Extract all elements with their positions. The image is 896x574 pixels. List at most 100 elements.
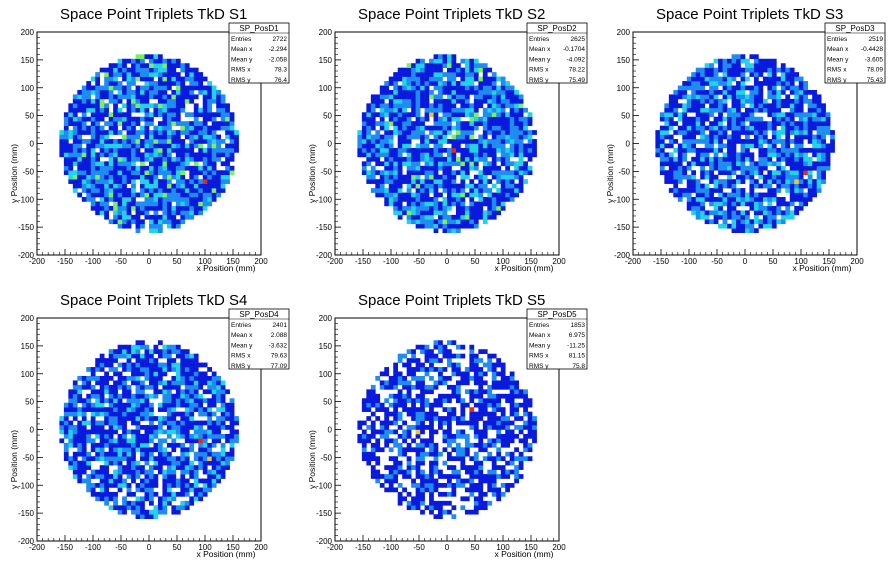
heatmap-cells (59, 54, 239, 233)
heatmap-cell (366, 125, 372, 131)
heatmap-cell (113, 407, 118, 412)
heatmap-cell (184, 407, 190, 412)
heatmap-cell (659, 125, 665, 131)
heatmap-cell (767, 112, 773, 118)
heatmap-cell (104, 188, 109, 193)
heatmap-cell (207, 416, 213, 421)
heatmap-cell (695, 147, 701, 153)
heatmap-cell (789, 81, 795, 86)
heatmap-cell (189, 156, 195, 162)
heatmap-cell (140, 340, 145, 346)
heatmap-cell (438, 76, 443, 82)
heatmap-cell (767, 197, 773, 202)
heatmap-cell (731, 139, 737, 144)
heatmap-cell (366, 389, 372, 395)
heatmap-cell (104, 491, 109, 497)
heatmap-cell (77, 89, 83, 95)
heatmap-cell (451, 219, 457, 225)
heatmap-cell (225, 460, 230, 466)
heatmap-cell (108, 367, 114, 372)
heatmap-cell (673, 156, 679, 162)
y-tick-label: 150 (617, 56, 631, 65)
heatmap-cell (198, 380, 204, 386)
heatmap-cell (429, 223, 434, 229)
heatmap-cell (745, 197, 750, 202)
heatmap-cell (117, 143, 123, 149)
heatmap-cell (135, 474, 141, 479)
heatmap-cell (189, 483, 195, 488)
heatmap-cell (473, 183, 479, 189)
heatmap-cell (771, 188, 777, 193)
heatmap-cell (527, 130, 533, 135)
heatmap-cell (202, 407, 208, 412)
heatmap-cell (220, 103, 226, 109)
heatmap-cell (72, 442, 78, 448)
heatmap-cell (77, 134, 83, 140)
heatmap-cell (415, 460, 421, 466)
heatmap-cell (384, 125, 390, 131)
heatmap-cell (184, 478, 190, 484)
heatmap-cell (166, 487, 172, 493)
heatmap-cell (166, 76, 172, 82)
heatmap-cell (473, 156, 479, 162)
heatmap-cell (207, 384, 213, 390)
heatmap-cell (798, 103, 804, 109)
heatmap-cell (518, 94, 524, 100)
heatmap-cell (162, 103, 168, 109)
heatmap-cell (753, 94, 759, 100)
heatmap-cell (135, 469, 141, 475)
heatmap-cell (162, 147, 168, 153)
heatmap-cell (736, 210, 741, 216)
heatmap-cell (673, 179, 679, 184)
heatmap-cell (464, 58, 470, 64)
heatmap-cell (166, 152, 172, 158)
heatmap-cell (469, 179, 475, 184)
heatmap-cell (72, 183, 78, 189)
heatmap-cell (117, 98, 123, 104)
heatmap-cell (384, 201, 390, 207)
heatmap-cell (157, 107, 163, 113)
heatmap-cell (727, 72, 732, 77)
heatmap-cell (718, 89, 723, 95)
heatmap-cell (81, 188, 87, 193)
heatmap-cell (780, 121, 786, 126)
heatmap-cell (379, 98, 385, 104)
heatmap-cell (108, 156, 114, 162)
heatmap-cell (482, 197, 488, 202)
heatmap-cell (157, 429, 163, 435)
heatmap-cell (749, 143, 755, 149)
heatmap-cell (86, 384, 92, 390)
heatmap-cell (68, 116, 74, 122)
heatmap-cell (86, 116, 92, 122)
heatmap-cell (229, 420, 235, 426)
heatmap-cell (216, 438, 221, 444)
heatmap-cell (794, 121, 800, 126)
heatmap-cell (469, 183, 475, 189)
heatmap-cell (384, 380, 390, 386)
heatmap-cell (686, 125, 692, 131)
heatmap-cell (758, 63, 764, 68)
heatmap-cell (175, 197, 181, 202)
heatmap-cell (691, 103, 697, 109)
heatmap-cell (406, 205, 412, 211)
heatmap-cell (140, 58, 145, 64)
heatmap-cell (131, 407, 136, 412)
heatmap-cell (659, 152, 665, 158)
heatmap-cell (686, 116, 692, 122)
heatmap-cell (767, 81, 773, 86)
heatmap-cell (798, 156, 804, 162)
heatmap-cell (149, 174, 154, 180)
heatmap-cell (234, 433, 239, 439)
heatmap-cell (402, 76, 407, 82)
heatmap-cell (166, 460, 172, 466)
heatmap-cell (393, 460, 399, 466)
heatmap-cell (131, 411, 136, 417)
heatmap-cell (402, 161, 407, 167)
heatmap-cell (162, 469, 168, 475)
heatmap-cell (509, 98, 515, 104)
heatmap-cell (162, 188, 168, 193)
heatmap-cell (473, 161, 479, 167)
heatmap-cell (135, 98, 141, 104)
heatmap-cell (81, 411, 87, 417)
heatmap-cell (366, 139, 372, 144)
